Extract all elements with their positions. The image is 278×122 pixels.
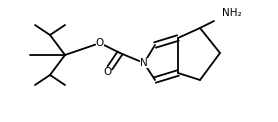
Text: NH₂: NH₂ <box>222 8 242 18</box>
Text: O: O <box>96 38 104 48</box>
Text: N: N <box>140 58 148 68</box>
Text: O: O <box>103 67 111 77</box>
